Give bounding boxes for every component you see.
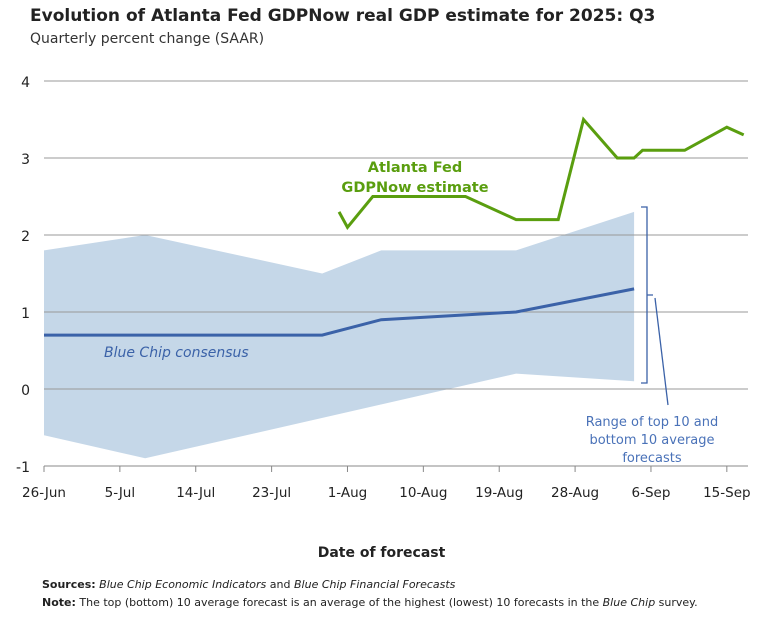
note-text: The top (bottom) 10 average forecast is … bbox=[75, 596, 603, 609]
sources-label: Sources: bbox=[42, 578, 96, 591]
gdpnow-label: GDPNow estimate bbox=[341, 180, 488, 196]
y-tick-label: -1 bbox=[16, 460, 30, 476]
sources-line: Sources: Blue Chip Economic Indicators a… bbox=[42, 578, 455, 591]
y-tick-label: 1 bbox=[21, 306, 30, 322]
x-tick-label: 23-Jul bbox=[252, 485, 291, 501]
range-label: forecasts bbox=[622, 451, 682, 466]
y-tick-label: 3 bbox=[21, 152, 30, 168]
chart-subtitle: Quarterly percent change (SAAR) bbox=[30, 31, 265, 47]
bluechip-label: Blue Chip consensus bbox=[104, 345, 249, 361]
range-label: bottom 10 average bbox=[589, 433, 714, 448]
gdpnow-label: Atlanta Fed bbox=[368, 160, 463, 176]
plot-area: 4 3 2 1 0 -1 26-Jun 5-Jul 14-Jul 23-Jul 1-Aug 10-Au… bbox=[16, 75, 751, 501]
range-leader-line bbox=[654, 297, 669, 406]
range-label: Range of top 10 and bbox=[586, 415, 719, 430]
bluechip-consensus-line bbox=[44, 287, 635, 337]
x-tick-label: 26-Jun bbox=[22, 485, 66, 501]
sources-and: and bbox=[266, 578, 294, 591]
x-tick-label: 19-Aug bbox=[475, 485, 523, 501]
source-1: Blue Chip Economic Indicators bbox=[99, 578, 267, 591]
x-tick-label: 5-Jul bbox=[105, 485, 136, 501]
y-tick-label: 4 bbox=[21, 75, 30, 91]
x-tick-label: 10-Aug bbox=[399, 485, 447, 501]
note-label: Note: bbox=[42, 596, 76, 609]
note-end: survey. bbox=[655, 596, 698, 609]
gdpnow-line bbox=[337, 116, 745, 230]
x-axis-title: Date of forecast bbox=[317, 545, 446, 561]
y-tick-label: 2 bbox=[21, 229, 30, 245]
note-line: Note: The top (bottom) 10 average foreca… bbox=[42, 596, 698, 609]
source-2: Blue Chip Financial Forecasts bbox=[294, 578, 456, 591]
x-tick-label: 15-Sep bbox=[703, 485, 751, 501]
chart-title: Evolution of Atlanta Fed GDPNow real GDP… bbox=[30, 6, 656, 26]
range-bracket bbox=[641, 206, 653, 384]
x-tick-label: 6-Sep bbox=[632, 485, 671, 501]
forecast-range-band bbox=[44, 211, 635, 459]
x-tick-label: 1-Aug bbox=[328, 485, 368, 501]
x-tick-label: 14-Jul bbox=[176, 485, 215, 501]
x-tick-label: 28-Aug bbox=[551, 485, 599, 501]
note-italic: Blue Chip bbox=[602, 596, 656, 609]
y-tick-label: 0 bbox=[21, 383, 30, 399]
